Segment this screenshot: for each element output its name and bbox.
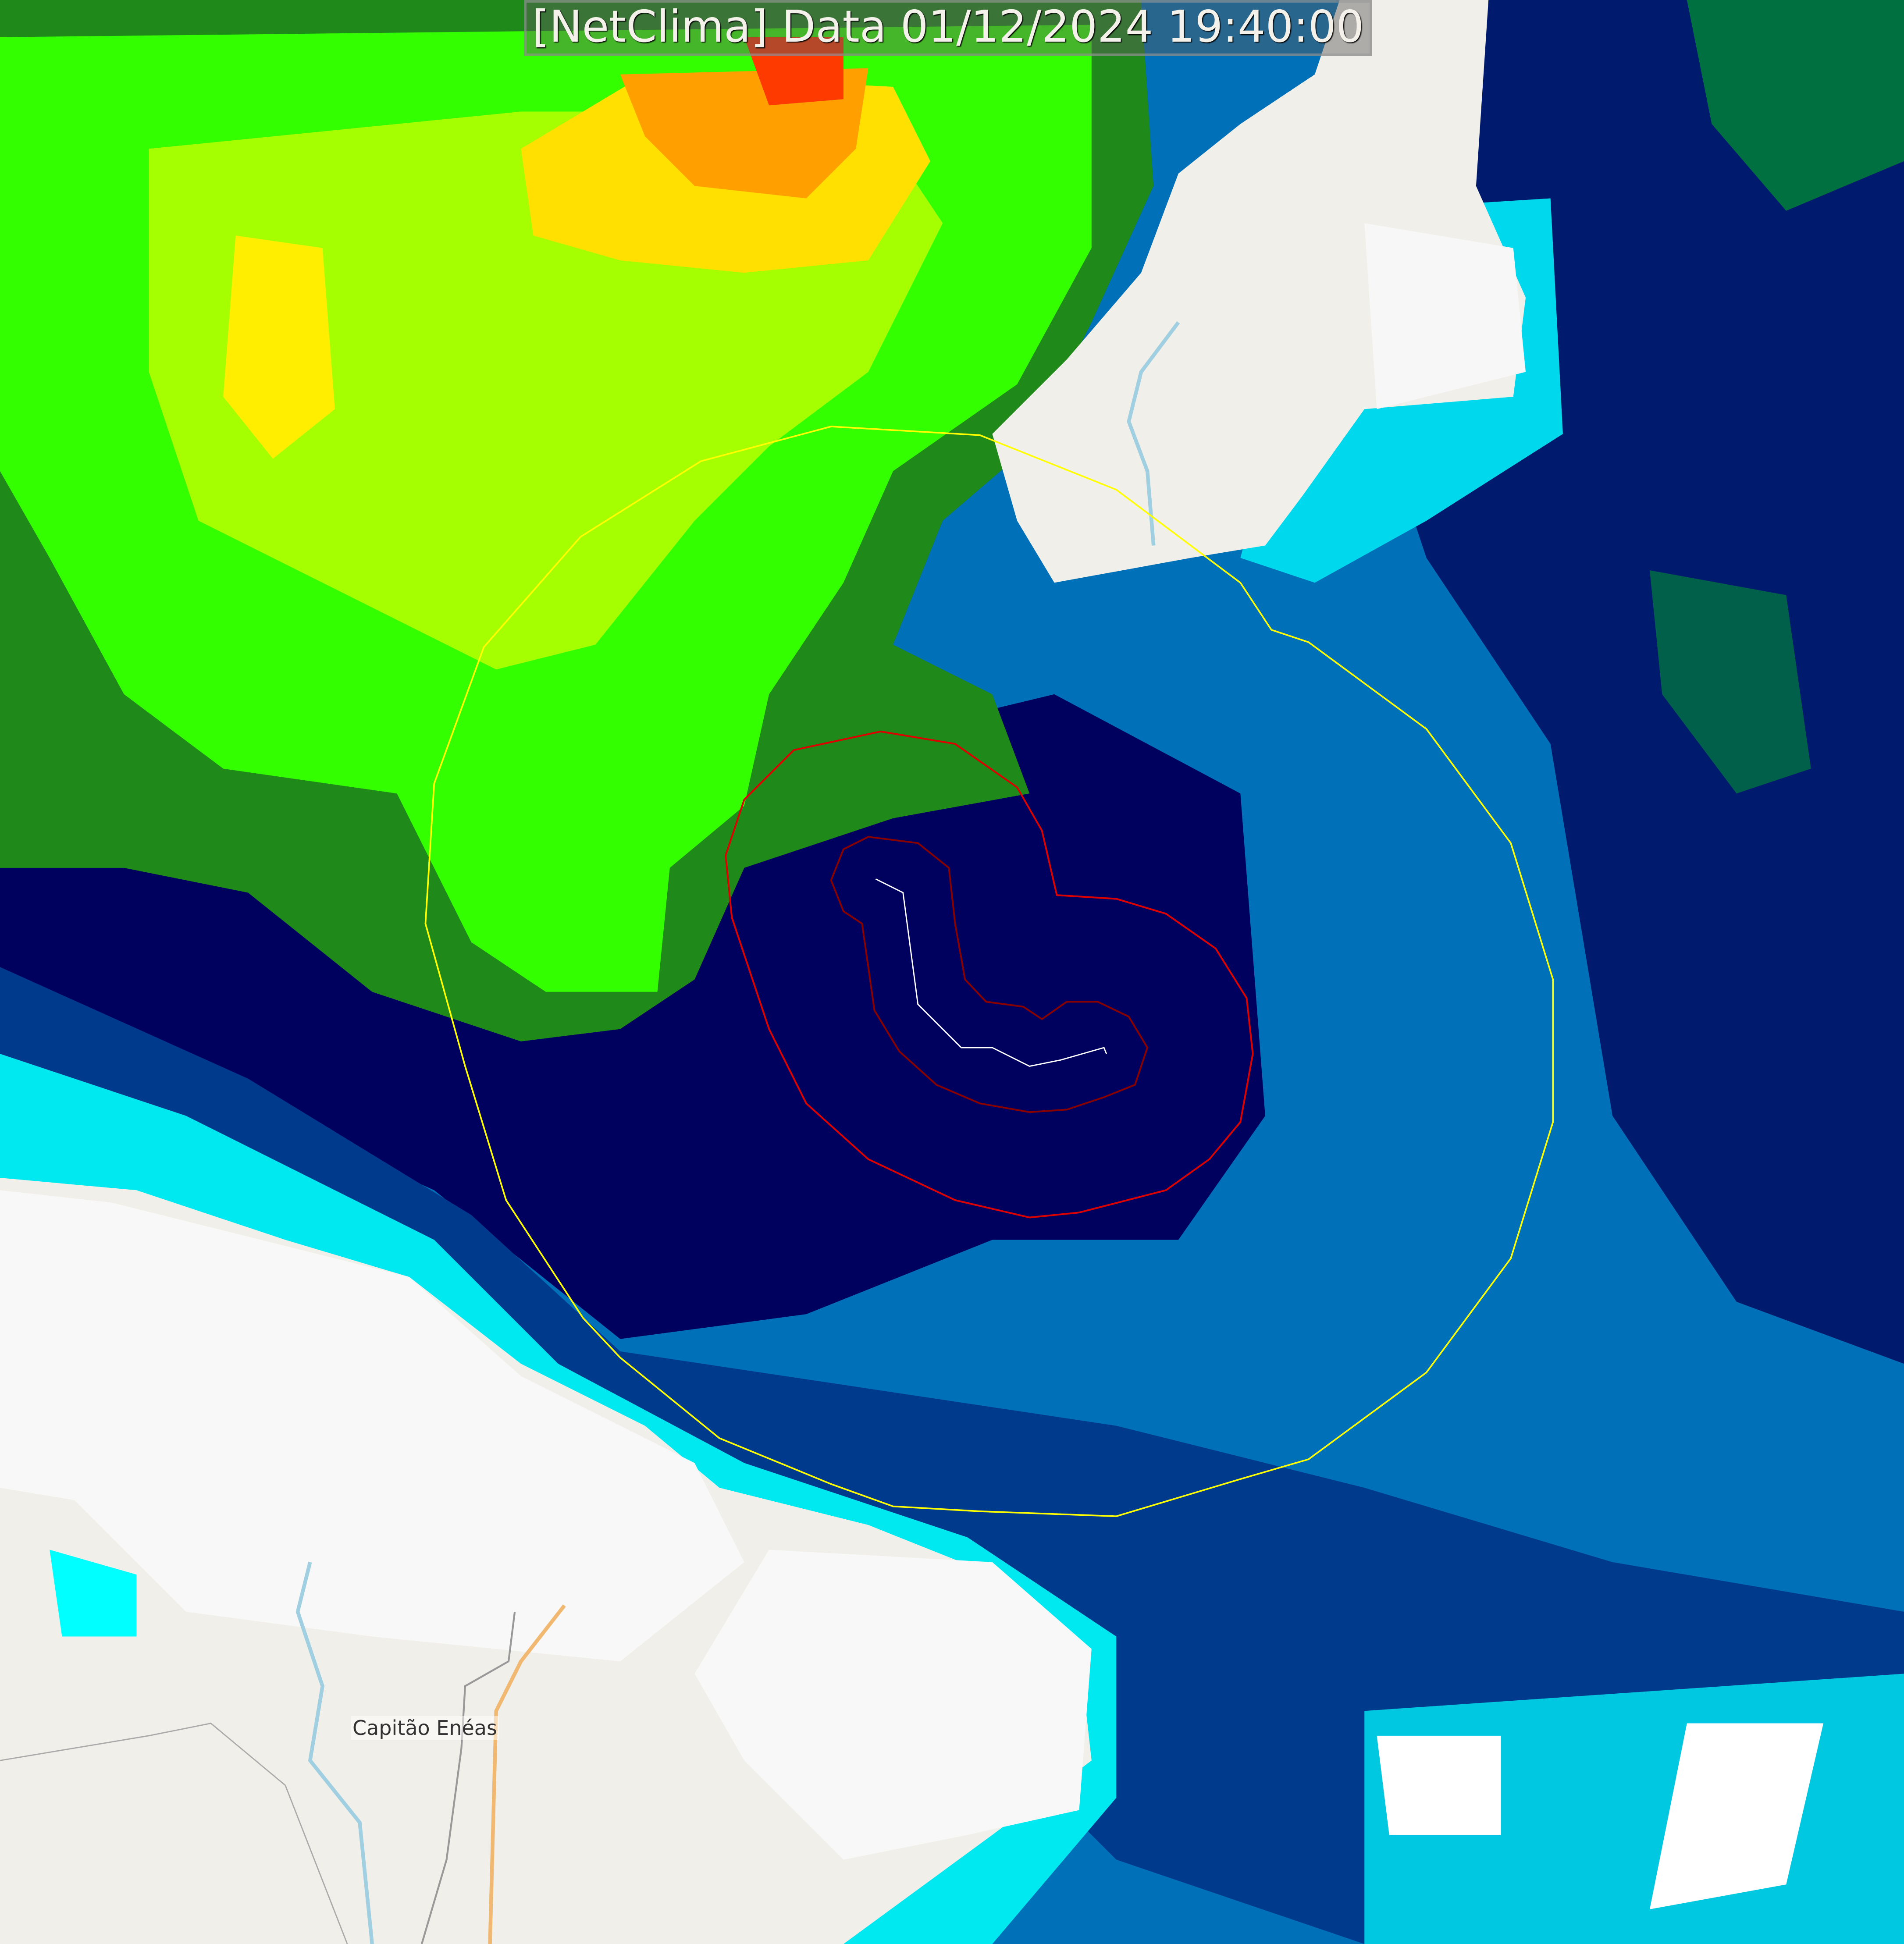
storm-contour-outer: [725, 730, 1254, 1219]
cloud-white-area: [1377, 1735, 1501, 1835]
radar-range-ring: [424, 426, 1554, 1518]
storm-contour-inner: [830, 836, 1149, 1113]
cyan-patch: [50, 1550, 137, 1637]
river: [295, 1561, 374, 1944]
dark-green-region: [1649, 570, 1811, 794]
land-area: [992, 0, 1526, 583]
cloud-white-area: [1364, 223, 1526, 409]
dark-green-region: [1687, 0, 1904, 211]
map-title: [NetClima] Data 01/12/2024 19:40:00: [524, 0, 1372, 56]
road: [0, 1723, 348, 1944]
cloud-white-area: [0, 1190, 744, 1662]
cloud-white-area: [694, 1550, 1092, 1860]
yellow-region: [223, 235, 335, 459]
dark-blue-region: [0, 967, 1904, 1944]
river: [1127, 321, 1180, 546]
place-label: Capitão Enéas: [351, 1716, 499, 1740]
cloud-white-area: [1649, 1723, 1824, 1909]
road: [488, 1604, 566, 1944]
storm-track: [875, 878, 1107, 1067]
